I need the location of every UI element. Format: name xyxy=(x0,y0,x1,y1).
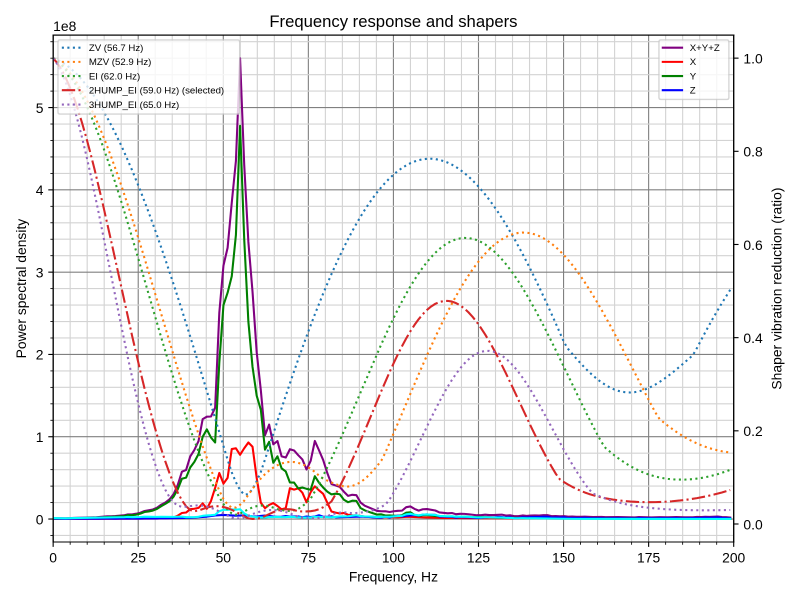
svg-text:2HUMP_EI (59.0 Hz) (selected): 2HUMP_EI (59.0 Hz) (selected) xyxy=(89,86,224,97)
svg-text:4: 4 xyxy=(36,182,44,198)
svg-text:0.6: 0.6 xyxy=(743,237,763,253)
svg-text:50: 50 xyxy=(216,549,232,565)
svg-text:75: 75 xyxy=(301,549,317,565)
svg-text:0: 0 xyxy=(36,511,44,527)
svg-text:3: 3 xyxy=(36,264,44,280)
svg-text:5: 5 xyxy=(36,100,44,116)
svg-text:25: 25 xyxy=(131,549,147,565)
svg-text:Frequency, Hz: Frequency, Hz xyxy=(349,568,438,584)
svg-text:175: 175 xyxy=(637,549,660,565)
svg-text:0.4: 0.4 xyxy=(743,330,763,346)
svg-text:Power spectral density: Power spectral density xyxy=(13,219,29,359)
svg-text:150: 150 xyxy=(552,549,575,565)
svg-text:X+Y+Z: X+Y+Z xyxy=(690,43,720,54)
svg-text:200: 200 xyxy=(722,549,745,565)
svg-text:Shaper vibration reduction (ra: Shaper vibration reduction (ratio) xyxy=(769,188,785,390)
svg-text:EI (62.0 Hz): EI (62.0 Hz) xyxy=(89,71,140,82)
svg-text:1.0: 1.0 xyxy=(743,50,763,66)
svg-text:0: 0 xyxy=(49,549,57,565)
svg-text:Frequency response and shapers: Frequency response and shapers xyxy=(269,12,517,31)
svg-text:100: 100 xyxy=(382,549,405,565)
svg-text:Y: Y xyxy=(690,71,697,82)
svg-text:X: X xyxy=(690,57,697,68)
svg-text:0.0: 0.0 xyxy=(743,516,763,532)
svg-text:3HUMP_EI (65.0 Hz): 3HUMP_EI (65.0 Hz) xyxy=(89,100,179,111)
svg-text:MZV (52.9 Hz): MZV (52.9 Hz) xyxy=(89,57,152,68)
svg-text:0.2: 0.2 xyxy=(743,423,763,439)
svg-text:Z: Z xyxy=(690,86,696,97)
svg-text:1e8: 1e8 xyxy=(53,18,76,34)
svg-text:ZV (56.7 Hz): ZV (56.7 Hz) xyxy=(89,43,144,54)
svg-text:1: 1 xyxy=(36,429,44,445)
svg-text:125: 125 xyxy=(467,549,490,565)
svg-text:2: 2 xyxy=(36,347,44,363)
svg-text:0.8: 0.8 xyxy=(743,144,763,160)
